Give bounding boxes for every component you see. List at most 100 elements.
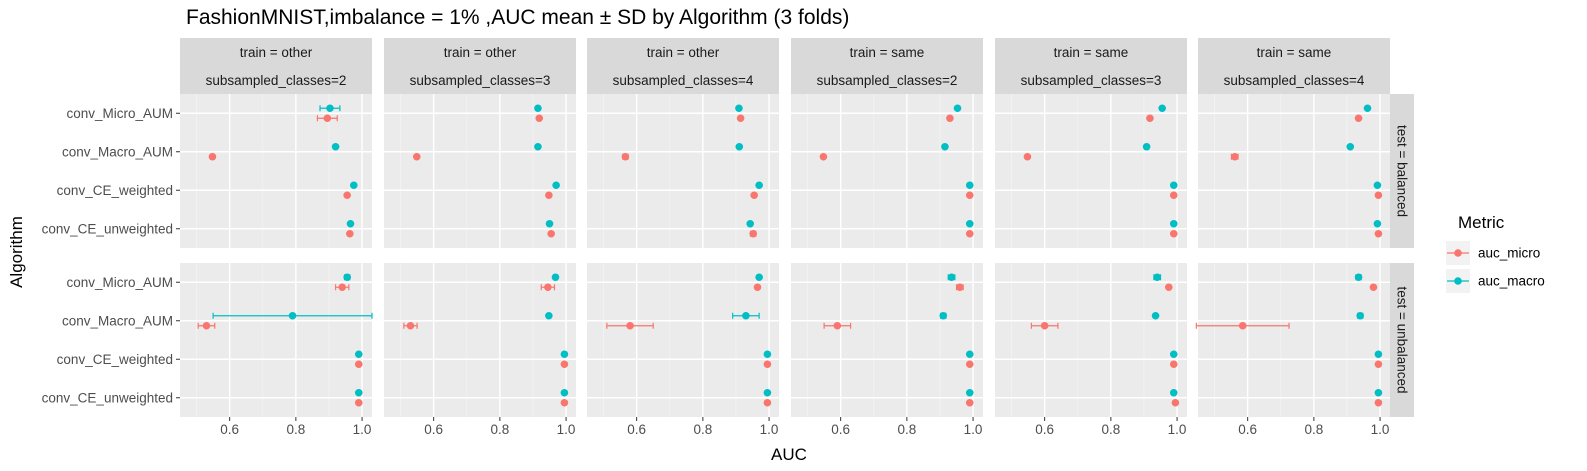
data-point-auc-micro: [946, 114, 954, 123]
data-point-auc-micro: [965, 360, 974, 369]
legend: auc_micro auc_macro: [1446, 241, 1545, 293]
x-tick-label: 1.0: [1371, 422, 1390, 437]
x-tick-label: 0.8: [693, 422, 712, 437]
x-tick-label: 0.6: [220, 422, 239, 437]
facet-strip-right: [1390, 263, 1414, 417]
data-point-auc-macro: [354, 388, 363, 397]
data-point-auc-micro: [1354, 114, 1363, 123]
panel-background: [384, 263, 576, 417]
data-point-auc-macro: [953, 104, 962, 113]
facet-panel: [384, 263, 576, 417]
x-tick-label: 0.8: [490, 422, 509, 437]
data-point-auc-micro: [1169, 229, 1178, 238]
x-tick-label: 1.0: [353, 422, 372, 437]
data-point-auc-macro: [1354, 273, 1363, 282]
facet-panel: [180, 94, 372, 248]
data-point-auc-macro: [560, 350, 569, 359]
data-point-auc-micro: [1169, 191, 1178, 200]
data-point-auc-micro: [736, 114, 745, 123]
x-tick-label: 0.6: [1035, 422, 1054, 437]
y-tick-label: conv_CE_weighted: [57, 183, 173, 198]
data-point-auc-micro: [965, 191, 974, 200]
facet-panel: [995, 94, 1187, 248]
data-point-auc-micro: [1023, 152, 1032, 161]
data-point-auc-macro: [545, 311, 553, 320]
facet-panel: [587, 94, 779, 248]
facet-strip-train-label: train = same: [850, 45, 925, 60]
facet-panel: [791, 94, 983, 248]
data-point-auc-macro: [1169, 350, 1178, 359]
x-tick-label: 0.6: [1238, 422, 1257, 437]
facet-strip-top: [180, 38, 372, 94]
data-point-auc-macro: [354, 350, 363, 359]
data-point-auc-macro: [1373, 181, 1382, 190]
data-point-auc-micro: [833, 321, 842, 330]
panel-background: [791, 94, 983, 248]
chart-title: FashionMNIST,imbalance = 1% ,AUC mean ± …: [186, 6, 849, 29]
data-point-auc-macro: [1158, 104, 1166, 113]
y-tick-label: conv_Micro_AUM: [66, 275, 173, 290]
data-point-auc-macro: [1169, 181, 1178, 190]
data-point-auc-macro: [763, 350, 772, 359]
data-point-auc-micro: [412, 152, 421, 161]
panel-background: [587, 263, 779, 417]
x-tick-label: 0.6: [424, 422, 443, 437]
facet-strip-train-label: train = same: [1054, 45, 1129, 60]
data-point-auc-macro: [1363, 104, 1372, 113]
data-point-auc-micro: [1238, 321, 1247, 330]
data-point-auc-macro: [1374, 350, 1383, 359]
x-tick-label: 0.6: [627, 422, 646, 437]
data-point-auc-micro: [1230, 152, 1239, 161]
data-point-auc-micro: [763, 360, 772, 369]
facet-strip-top: [791, 38, 983, 94]
data-point-auc-micro: [965, 229, 974, 238]
x-tick-label: 0.6: [831, 422, 850, 437]
facet-strip-classes-label: subsampled_classes=3: [410, 73, 551, 88]
data-point-auc-macro: [545, 219, 554, 228]
data-point-auc-macro: [1169, 219, 1178, 228]
data-point-auc-macro: [551, 273, 560, 282]
data-point-auc-macro: [755, 273, 763, 282]
data-point-auc-micro: [1164, 283, 1173, 292]
data-point-auc-micro: [750, 191, 758, 200]
facet-panel: [1195, 263, 1390, 417]
data-point-auc-macro: [560, 388, 569, 397]
data-point-auc-micro: [1146, 114, 1154, 123]
data-point-auc-macro: [552, 181, 560, 190]
data-point-auc-macro: [534, 104, 542, 113]
panel-background: [791, 263, 983, 417]
y-tick-label: conv_Macro_AUM: [62, 313, 173, 328]
facet-strip-classes-label: subsampled_classes=3: [1021, 73, 1162, 88]
y-tick-label: conv_CE_unweighted: [42, 390, 173, 405]
x-tick-label: 0.8: [286, 422, 305, 437]
data-point-auc-micro: [545, 191, 553, 200]
data-point-auc-macro: [735, 104, 743, 113]
facet-panel: [995, 263, 1187, 417]
facet-panel: [1198, 94, 1390, 248]
data-point-auc-macro: [947, 273, 956, 282]
data-point-auc-macro: [1346, 142, 1355, 151]
facet-strip-classes-label: subsampled_classes=4: [1224, 73, 1365, 88]
data-point-auc-micro: [1374, 360, 1383, 369]
data-point-auc-macro: [343, 273, 351, 282]
data-point-auc-micro: [560, 360, 569, 369]
data-point-auc-macro: [965, 181, 974, 190]
data-point-auc-macro: [331, 142, 340, 151]
y-tick-label: conv_Micro_AUM: [66, 106, 173, 121]
data-point-auc-micro: [1374, 398, 1383, 407]
panel-background: [1198, 263, 1390, 417]
facet-panel: [384, 94, 576, 248]
data-point-auc-macro: [763, 388, 772, 397]
facet-strip-test-label: test = unbalanced: [1395, 287, 1410, 394]
facet-strip-top: [587, 38, 779, 94]
data-point-auc-micro: [547, 229, 555, 238]
data-point-auc-macro: [1356, 311, 1365, 320]
data-point-auc-macro: [1153, 273, 1162, 282]
facet-panels: train = other subsampled_classes=2 train =…: [42, 38, 1414, 437]
data-point-auc-macro: [735, 142, 744, 151]
data-point-auc-micro: [202, 321, 211, 330]
data-point-auc-macro: [1151, 311, 1160, 320]
data-point-auc-micro: [1169, 360, 1178, 369]
data-point-auc-micro: [560, 398, 569, 407]
x-tick-label: 1.0: [964, 422, 983, 437]
